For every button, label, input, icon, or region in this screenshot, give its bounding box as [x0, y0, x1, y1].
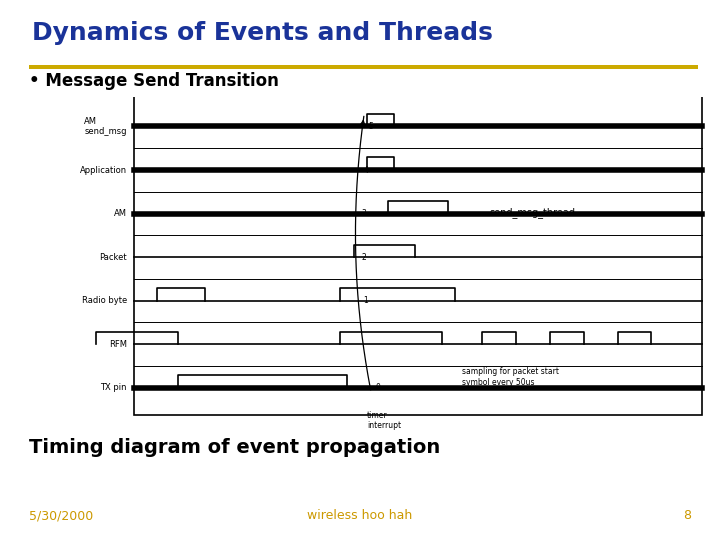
Text: 0: 0: [376, 383, 380, 392]
Text: 5: 5: [368, 122, 373, 131]
Text: Packet: Packet: [99, 253, 127, 261]
Text: 5/30/2000: 5/30/2000: [29, 509, 93, 522]
Text: TX pin: TX pin: [100, 383, 127, 392]
Text: Application: Application: [80, 166, 127, 174]
Text: 8: 8: [683, 509, 691, 522]
Text: timer
interrupt: timer interrupt: [367, 410, 401, 430]
Bar: [134, 95, 702, 415]
Text: Timing diagram of event propagation: Timing diagram of event propagation: [29, 438, 440, 457]
Text: AM: AM: [114, 209, 127, 218]
Text: 4: 4: [364, 166, 369, 174]
Text: RFM: RFM: [109, 340, 127, 349]
Text: send_msg_thread: send_msg_thread: [489, 207, 575, 218]
Text: wireless hoo hah: wireless hoo hah: [307, 509, 413, 522]
Text: Dynamics of Events and Threads: Dynamics of Events and Threads: [32, 21, 493, 44]
Text: 2: 2: [361, 253, 366, 261]
Text: sampling for packet start
symbol every 50us: sampling for packet start symbol every 5…: [462, 367, 559, 387]
Text: 3: 3: [361, 209, 366, 218]
Text: AM
send_msg: AM send_msg: [84, 117, 127, 136]
Text: • Message Send Transition: • Message Send Transition: [29, 72, 279, 90]
Text: 1: 1: [364, 296, 369, 305]
Text: Radio byte: Radio byte: [81, 296, 127, 305]
